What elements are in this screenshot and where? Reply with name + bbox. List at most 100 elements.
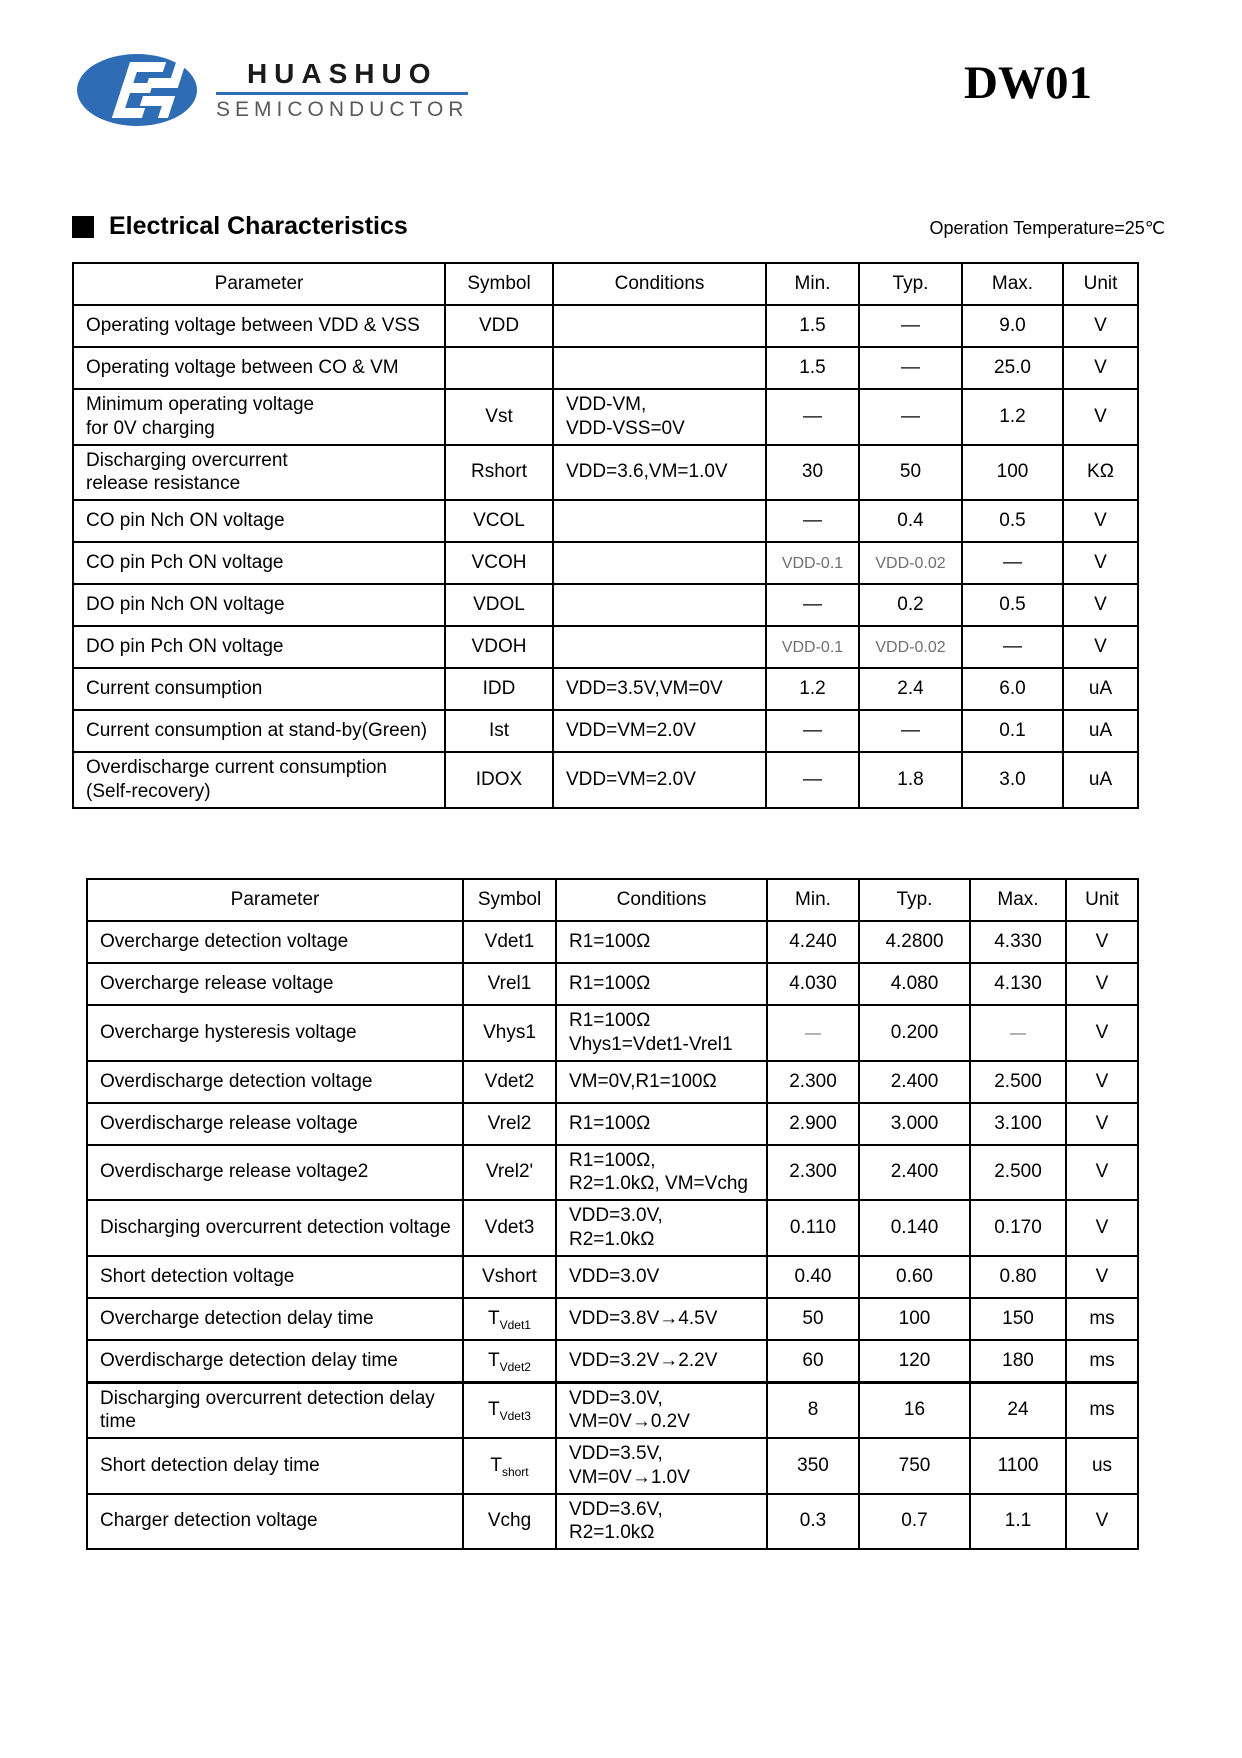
cell-param: Current consumption at stand-by(Green) bbox=[72, 709, 446, 753]
table-row: CO pin Nch ON voltage VCOL — 0.4 0.5 V bbox=[72, 499, 1139, 543]
table-row: Short detection delay time Tshort VDD=3.5V… bbox=[86, 1437, 1139, 1495]
header-row: Parameter Symbol Conditions Min. Typ. Max. Uni… bbox=[86, 878, 1139, 922]
cell-min: 0.3 bbox=[766, 1492, 860, 1550]
cell-min: — bbox=[765, 751, 860, 809]
cell-unit: us bbox=[1065, 1437, 1139, 1495]
cell-value: IDD bbox=[482, 678, 516, 700]
cell-param: Discharging overcurrent detection delay … bbox=[86, 1380, 464, 1439]
cell-unit: V bbox=[1065, 1059, 1139, 1104]
cell-min: 8 bbox=[766, 1380, 860, 1439]
cell-value: — bbox=[901, 720, 920, 742]
cell-max: 2.500 bbox=[969, 1143, 1067, 1201]
cell-symbol: IDD bbox=[444, 667, 554, 711]
cell-value: Vdet3 bbox=[484, 1216, 535, 1238]
cell-value: us bbox=[1091, 1454, 1113, 1476]
cell-value: 750 bbox=[898, 1454, 931, 1476]
cell-value: uA bbox=[1088, 720, 1113, 742]
cell-max: 4.330 bbox=[969, 920, 1067, 964]
cell-value: TVdet1 bbox=[488, 1307, 531, 1332]
table-row: Short detection voltage Vshort VDD=3.0V 0.4… bbox=[86, 1254, 1139, 1299]
cell-min: VDD-0.1 bbox=[765, 625, 860, 669]
cell-max: 3.0 bbox=[961, 751, 1064, 809]
column-header: Typ. bbox=[858, 262, 963, 306]
cell-max: 25.0 bbox=[961, 346, 1064, 390]
cell-value: Tshort bbox=[490, 1454, 529, 1479]
table-row: Overdischarge release voltage Vrel2 R1=100… bbox=[86, 1101, 1139, 1146]
cell-value: uA bbox=[1088, 768, 1113, 790]
cell-value: R1=100Ω Vhys1=Vdet1-Vrel1 bbox=[569, 1010, 733, 1055]
operation-temperature-note: Operation Temperature=25℃ bbox=[929, 218, 1165, 238]
column-header: Symbol bbox=[462, 878, 557, 922]
cell-value: Ist bbox=[488, 720, 510, 742]
cell-cond bbox=[552, 304, 767, 348]
cell-value: Overcharge release voltage bbox=[100, 973, 334, 995]
cell-max: 2.500 bbox=[969, 1059, 1067, 1104]
cell-value: Overcharge hysteresis voltage bbox=[100, 1021, 357, 1043]
cell-max: — bbox=[961, 541, 1064, 585]
column-header: Max. bbox=[969, 878, 1067, 922]
table-row: Overdischarge detection voltage Vdet2 VM=0… bbox=[86, 1059, 1139, 1104]
cell-value: Overdischarge detection delay time bbox=[100, 1349, 398, 1371]
cell-value: VDD=3.0V, R2=1.0kΩ bbox=[569, 1205, 663, 1250]
cell-value: 2.400 bbox=[890, 1070, 939, 1092]
cell-max: 0.80 bbox=[969, 1254, 1067, 1299]
cell-value: Vrel2' bbox=[485, 1161, 534, 1183]
cell-min: VDD-0.1 bbox=[765, 541, 860, 585]
table-row: CO pin Pch ON voltage VCOH VDD-0.1 VDD-0.02… bbox=[72, 541, 1139, 585]
cell-value: V bbox=[1094, 315, 1107, 337]
column-header: Min. bbox=[765, 262, 860, 306]
symbol-subscript: Vdet1 bbox=[499, 1317, 531, 1332]
cell-value: 0.60 bbox=[896, 1265, 933, 1287]
cell-value: VDD-VM, VDD-VSS=0V bbox=[566, 394, 685, 439]
cell-unit: V bbox=[1065, 920, 1139, 964]
cell-cond: VDD=3.0V, R2=1.0kΩ bbox=[555, 1199, 768, 1257]
cell-max: 3.100 bbox=[969, 1101, 1067, 1146]
cell-value: 2.500 bbox=[994, 1161, 1042, 1183]
cell-value: DO pin Pch ON voltage bbox=[86, 636, 284, 658]
cell-value: — bbox=[803, 405, 822, 427]
cell-value: VDD=3.8V→4.5V bbox=[569, 1307, 718, 1329]
cell-cond: VDD-VM, VDD-VSS=0V bbox=[552, 388, 767, 446]
cell-value: 180 bbox=[1002, 1349, 1034, 1371]
cell-symbol: Vdet2 bbox=[462, 1059, 557, 1104]
cell-typ: 0.7 bbox=[858, 1492, 971, 1550]
electrical-characteristics-table-2: Parameter Symbol Conditions Min. Typ. Max. Uni… bbox=[86, 878, 1139, 1550]
cell-max: 1.1 bbox=[969, 1492, 1067, 1550]
cell-value: 30 bbox=[801, 461, 824, 483]
cell-min: 350 bbox=[766, 1437, 860, 1495]
cell-value: 2.400 bbox=[890, 1161, 939, 1183]
cell-value: Short detection delay time bbox=[100, 1454, 320, 1476]
table-row: Current consumption at stand-by(Green) Is… bbox=[72, 709, 1139, 753]
cell-cond bbox=[552, 625, 767, 669]
cell-max: 4.130 bbox=[969, 962, 1067, 1006]
cell-value: Vrel2 bbox=[487, 1112, 532, 1134]
cell-value: 2.300 bbox=[789, 1161, 837, 1183]
cell-value: Minimum operating voltage for 0V chargin… bbox=[86, 394, 315, 439]
cell-param: Current consumption bbox=[72, 667, 446, 711]
cell-value: 3.0 bbox=[999, 768, 1026, 790]
column-header: Min. bbox=[766, 878, 860, 922]
cell-value: 8 bbox=[807, 1399, 819, 1421]
cell-symbol: VDOH bbox=[444, 625, 554, 669]
cell-min: 0.110 bbox=[766, 1199, 860, 1257]
cell-value: V bbox=[1094, 405, 1107, 427]
cell-typ: 0.2 bbox=[858, 583, 963, 627]
cell-typ: 0.200 bbox=[858, 1004, 971, 1062]
cell-typ: 2.400 bbox=[858, 1059, 971, 1104]
symbol-subscript: short bbox=[501, 1464, 529, 1479]
cell-value: ms bbox=[1089, 1349, 1115, 1371]
brand-divider bbox=[216, 91, 469, 95]
cell-typ: 50 bbox=[858, 443, 963, 501]
cell-value: V bbox=[1095, 1265, 1109, 1287]
cell-typ: 3.000 bbox=[858, 1101, 971, 1146]
cell-value: 50 bbox=[899, 461, 922, 483]
cell-value: 50 bbox=[802, 1307, 824, 1329]
table-row: Operating voltage between CO & VM 1.5 — 25.… bbox=[72, 346, 1139, 390]
cell-unit: V bbox=[1065, 1143, 1139, 1201]
cell-max: 100 bbox=[961, 443, 1064, 501]
cell-value: Vdet2 bbox=[484, 1070, 535, 1092]
column-header: Unit bbox=[1065, 878, 1139, 922]
cell-param: Operating voltage between CO & VM bbox=[72, 346, 446, 390]
cell-cond: R1=100Ω bbox=[555, 962, 768, 1006]
